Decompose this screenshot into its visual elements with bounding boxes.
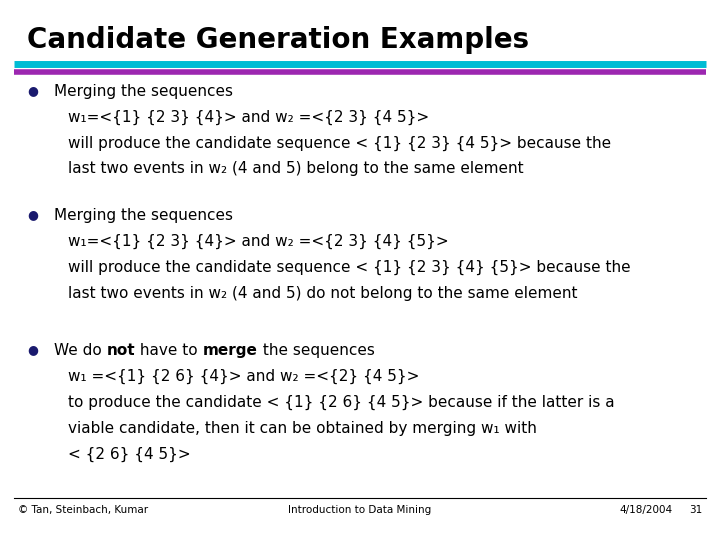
Text: w₁=<{1} {2 3} {4}> and w₂ =<{2 3} {4 5}>: w₁=<{1} {2 3} {4}> and w₂ =<{2 3} {4 5}>: [68, 110, 430, 125]
Text: ●: ●: [27, 208, 38, 221]
Text: < {2 6} {4 5}>: < {2 6} {4 5}>: [68, 447, 191, 462]
Text: last two events in w₂ (4 and 5) do not belong to the same element: last two events in w₂ (4 and 5) do not b…: [68, 286, 578, 301]
Text: the sequences: the sequences: [258, 343, 374, 358]
Text: w₁=<{1} {2 3} {4}> and w₂ =<{2 3} {4} {5}>: w₁=<{1} {2 3} {4}> and w₂ =<{2 3} {4} {5…: [68, 234, 449, 249]
Text: not: not: [107, 343, 135, 358]
Text: Introduction to Data Mining: Introduction to Data Mining: [289, 505, 431, 515]
Text: © Tan, Steinbach, Kumar: © Tan, Steinbach, Kumar: [18, 505, 148, 515]
Text: w₁ =<{1} {2 6} {4}> and w₂ =<{2} {4 5}>: w₁ =<{1} {2 6} {4}> and w₂ =<{2} {4 5}>: [68, 369, 420, 384]
Text: ●: ●: [27, 343, 38, 356]
Text: 31: 31: [689, 505, 702, 515]
Text: have to: have to: [135, 343, 203, 358]
Text: Merging the sequences: Merging the sequences: [54, 84, 233, 99]
Text: to produce the candidate < {1} {2 6} {4 5}> because if the latter is a: to produce the candidate < {1} {2 6} {4 …: [68, 395, 615, 410]
Text: ●: ●: [27, 84, 38, 97]
Text: last two events in w₂ (4 and 5) belong to the same element: last two events in w₂ (4 and 5) belong t…: [68, 161, 524, 177]
Text: will produce the candidate sequence < {1} {2 3} {4} {5}> because the: will produce the candidate sequence < {1…: [68, 260, 631, 275]
Text: Merging the sequences: Merging the sequences: [54, 208, 233, 223]
Text: 4/18/2004: 4/18/2004: [619, 505, 672, 515]
Text: merge: merge: [203, 343, 258, 358]
Text: will produce the candidate sequence < {1} {2 3} {4 5}> because the: will produce the candidate sequence < {1…: [68, 136, 611, 151]
Text: We do: We do: [54, 343, 107, 358]
Text: viable candidate, then it can be obtained by merging w₁ with: viable candidate, then it can be obtaine…: [68, 421, 537, 436]
Text: Candidate Generation Examples: Candidate Generation Examples: [27, 26, 529, 54]
